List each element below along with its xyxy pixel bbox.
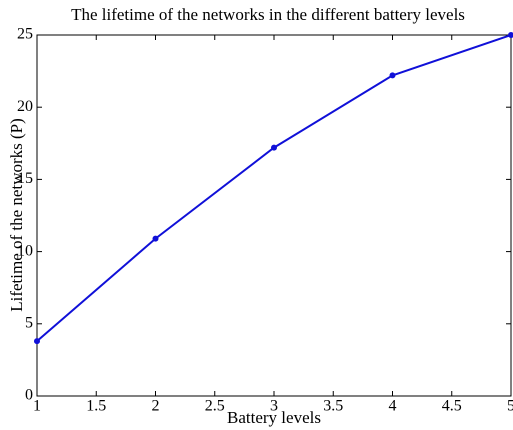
x-tick-label: 2 xyxy=(152,398,160,415)
axes-box xyxy=(36,34,512,397)
data-line xyxy=(36,34,512,342)
data-point xyxy=(508,32,513,38)
y-tick-label: 25 xyxy=(17,26,33,43)
data-point xyxy=(152,235,159,242)
x-tick-label: 4 xyxy=(389,398,397,415)
x-tick-label: 1.5 xyxy=(86,398,106,415)
data-point xyxy=(34,338,40,345)
x-tick-label: 2.5 xyxy=(205,398,225,415)
y-tick-label: 20 xyxy=(17,98,33,115)
y-tick-label: 15 xyxy=(17,170,33,187)
data-point xyxy=(389,72,396,79)
y-tick-label: 10 xyxy=(17,242,33,259)
x-tick-label: 1 xyxy=(33,398,41,415)
y-tick-label: 5 xyxy=(25,314,33,331)
x-tick-label: 4.5 xyxy=(442,398,462,415)
chart-title: The lifetime of the networks in the diff… xyxy=(71,5,465,24)
x-axis-label: Battery levels xyxy=(227,408,321,427)
x-tick-label: 5 xyxy=(507,398,513,415)
x-tick-label: 3 xyxy=(270,398,278,415)
y-tick-label: 0 xyxy=(25,387,33,404)
data-point xyxy=(271,144,277,151)
y-axis-label: Lifetime of the networks (P) xyxy=(7,118,26,312)
x-tick-label: 3.5 xyxy=(323,398,343,415)
